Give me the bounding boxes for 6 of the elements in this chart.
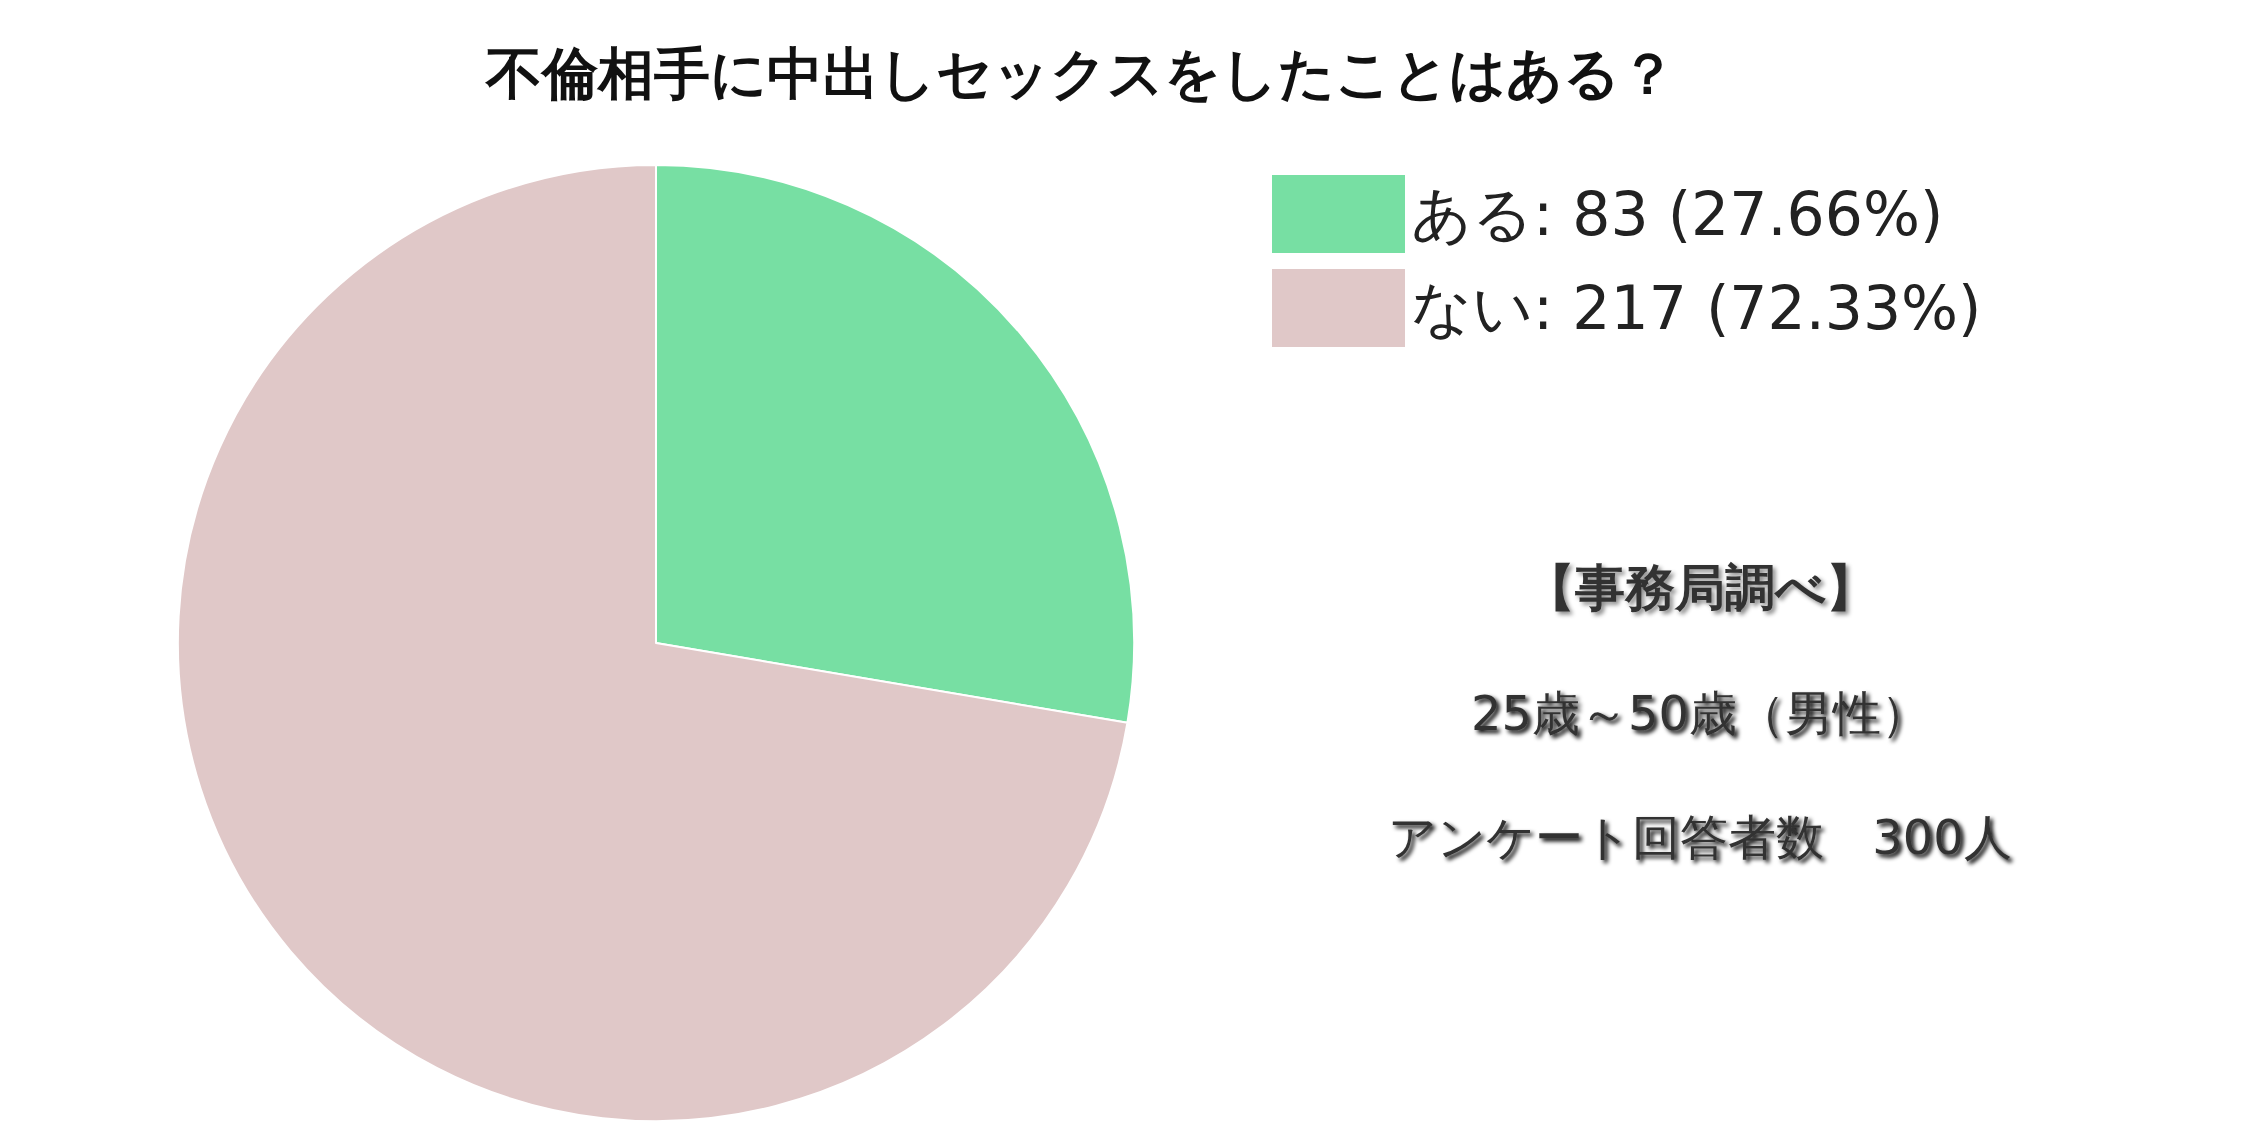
legend-label: ある: 83 (27.66%)	[1411, 179, 1944, 249]
text: アンケート回答者数 300人	[1388, 809, 2012, 865]
text: 25歳～50歳（男性）	[1470, 685, 1930, 741]
text: 【事務局調べ】	[1524, 559, 1876, 617]
legend-label: ない: 217 (72.33%)	[1411, 273, 1982, 343]
chart-title: 不倫相手に中出しセックスをしたことはある？	[484, 40, 1676, 106]
